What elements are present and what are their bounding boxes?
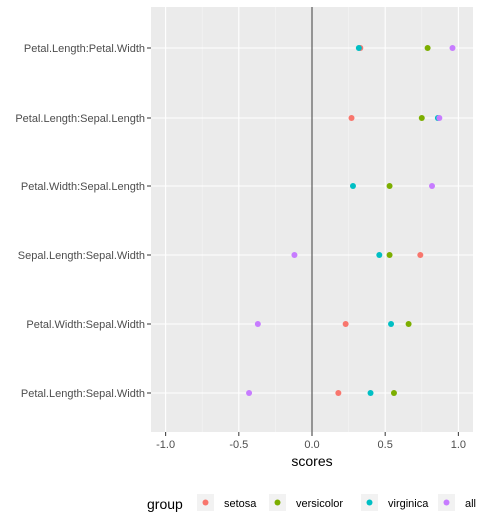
point-versicolor: [386, 252, 393, 258]
point-setosa: [348, 115, 355, 121]
legend-swatch-versicolor: [274, 499, 281, 506]
y-tick-label: Petal.Width:Sepal.Length: [21, 181, 145, 193]
point-versicolor: [424, 45, 431, 51]
point-virginica: [388, 321, 395, 327]
point-all: [246, 390, 253, 396]
point-virginica: [349, 183, 356, 189]
point-virginica: [355, 45, 362, 51]
x-axis-title: scores: [291, 453, 332, 469]
point-setosa: [417, 252, 424, 258]
legend-title: group: [147, 496, 183, 512]
point-virginica: [376, 252, 383, 258]
point-all: [429, 183, 436, 189]
y-axis: Petal.Length:Petal.Width Petal.Length:Sep…: [15, 43, 151, 400]
point-all: [254, 321, 261, 327]
y-tick-label: Petal.Width:Sepal.Width: [26, 319, 145, 331]
x-tick-label: -1.0: [156, 439, 175, 451]
data-points: [246, 45, 456, 396]
legend-label-all: all: [465, 498, 476, 510]
y-tick-label: Petal.Length:Petal.Width: [24, 43, 145, 55]
x-axis: -1.0 -0.5 0.0 0.5 1.0: [156, 432, 466, 451]
point-versicolor: [386, 183, 393, 189]
legend-label-versicolor: versicolor: [296, 498, 343, 510]
y-tick-label: Petal.Length:Sepal.Width: [21, 388, 145, 400]
point-setosa: [342, 321, 349, 327]
point-versicolor: [405, 321, 412, 327]
legend-swatch-virginica: [366, 499, 373, 506]
x-tick-label: -0.5: [229, 439, 248, 451]
point-versicolor: [418, 115, 425, 121]
point-virginica: [367, 390, 374, 396]
legend: group setosa versicolor virginica all: [147, 494, 476, 512]
x-tick-label: 0.5: [378, 439, 393, 451]
x-tick-label: 0.0: [304, 439, 319, 451]
point-all: [436, 115, 443, 121]
point-all: [291, 252, 298, 258]
point-setosa: [335, 390, 342, 396]
y-tick-label: Sepal.Length:Sepal.Width: [18, 250, 145, 262]
x-tick-label: 1.0: [451, 439, 466, 451]
legend-label-setosa: setosa: [224, 498, 257, 510]
y-tick-label: Petal.Length:Sepal.Length: [15, 113, 145, 125]
legend-label-virginica: virginica: [388, 498, 429, 510]
legend-swatch-setosa: [202, 499, 209, 506]
point-all: [449, 45, 456, 51]
point-versicolor: [390, 390, 397, 396]
legend-swatch-all: [443, 499, 450, 506]
